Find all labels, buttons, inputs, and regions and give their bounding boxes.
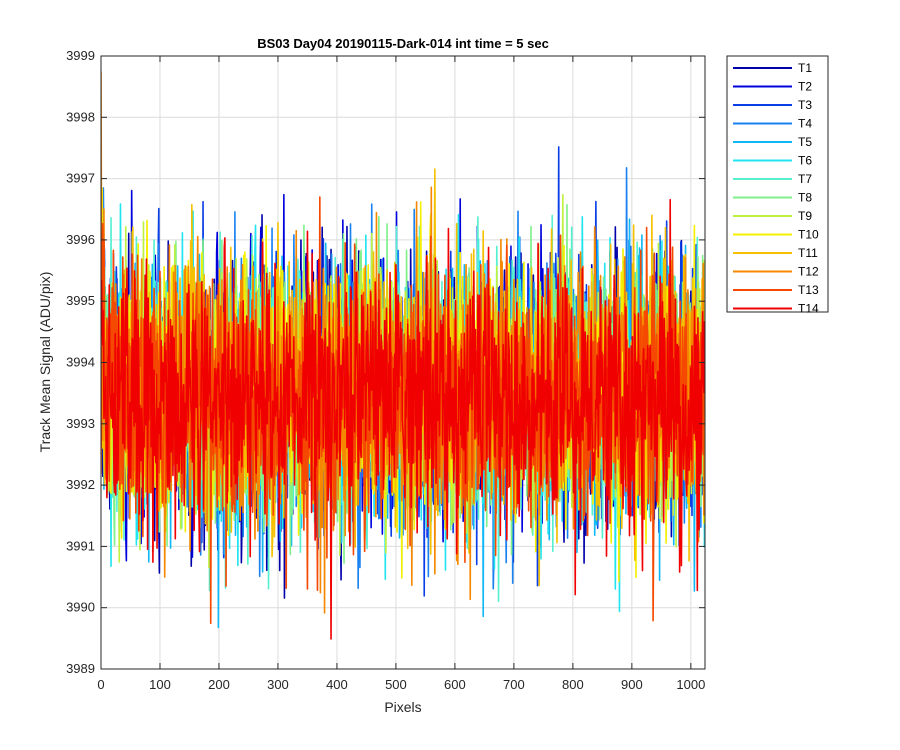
x-tick-label: 900 <box>621 677 643 692</box>
x-tick-label: 500 <box>385 677 407 692</box>
legend: T1 T2 T3 T4 T5 T6 T7 T8 T9 T10 T11 T12 T13 T14 <box>726 55 829 316</box>
y-tick-label: 3990 <box>66 600 95 615</box>
y-tick-label: 3994 <box>66 355 95 370</box>
legend-label-t5: T5 <box>798 135 812 149</box>
x-tick-label: 1000 <box>676 677 705 692</box>
legend-label-t9: T9 <box>798 209 812 223</box>
y-tick-label: 3991 <box>66 538 95 553</box>
x-axis-label: Pixels <box>384 699 421 715</box>
legend-label-t12: T12 <box>798 265 819 279</box>
x-tick-label: 800 <box>562 677 584 692</box>
y-tick-label: 3995 <box>66 293 95 308</box>
x-tick-label: 200 <box>208 677 230 692</box>
y-tick-label: 3992 <box>66 477 95 492</box>
y-tick-label: 3989 <box>66 661 95 676</box>
series-line-t14 <box>101 198 705 640</box>
legend-label-t7: T7 <box>798 172 812 186</box>
x-tick-label: 100 <box>149 677 171 692</box>
chart-title: BS03 Day04 20190115-Dark-014 int time = … <box>257 36 549 51</box>
legend-box <box>726 55 829 313</box>
y-tick-label: 3999 <box>66 48 95 63</box>
x-tick-label: 0 <box>97 677 104 692</box>
legend-label-t2: T2 <box>798 80 812 94</box>
y-tick-label: 3997 <box>66 171 95 186</box>
legend-label-t14: T14 <box>798 302 819 316</box>
legend-label-t13: T13 <box>798 283 819 297</box>
legend-label-t4: T4 <box>798 117 812 131</box>
ticks <box>100 55 705 670</box>
x-tick-labels: 0 100 200 300 400 500 600 700 800 900 1000 <box>97 677 705 692</box>
y-axis-label: Track Mean Signal (ADU/pix) <box>37 272 53 453</box>
y-tick-label: 3993 <box>66 416 95 431</box>
legend-label-t8: T8 <box>798 191 812 205</box>
legend-label-t11: T11 <box>798 246 818 260</box>
legend-label-t3: T3 <box>798 98 812 112</box>
legend-label-t10: T10 <box>798 228 819 242</box>
series-group <box>101 71 705 640</box>
y-tick-label: 3998 <box>66 109 95 124</box>
y-tick-labels: 3989 3990 3991 3992 3993 3994 3995 3996 3997 3998… <box>66 48 95 676</box>
x-tick-label: 600 <box>444 677 466 692</box>
x-tick-label: 400 <box>326 677 348 692</box>
legend-label-t1: T1 <box>798 61 812 75</box>
legend-label-t6: T6 <box>798 154 812 168</box>
x-tick-label: 700 <box>503 677 525 692</box>
y-tick-label: 3996 <box>66 232 95 247</box>
x-tick-label: 300 <box>267 677 289 692</box>
